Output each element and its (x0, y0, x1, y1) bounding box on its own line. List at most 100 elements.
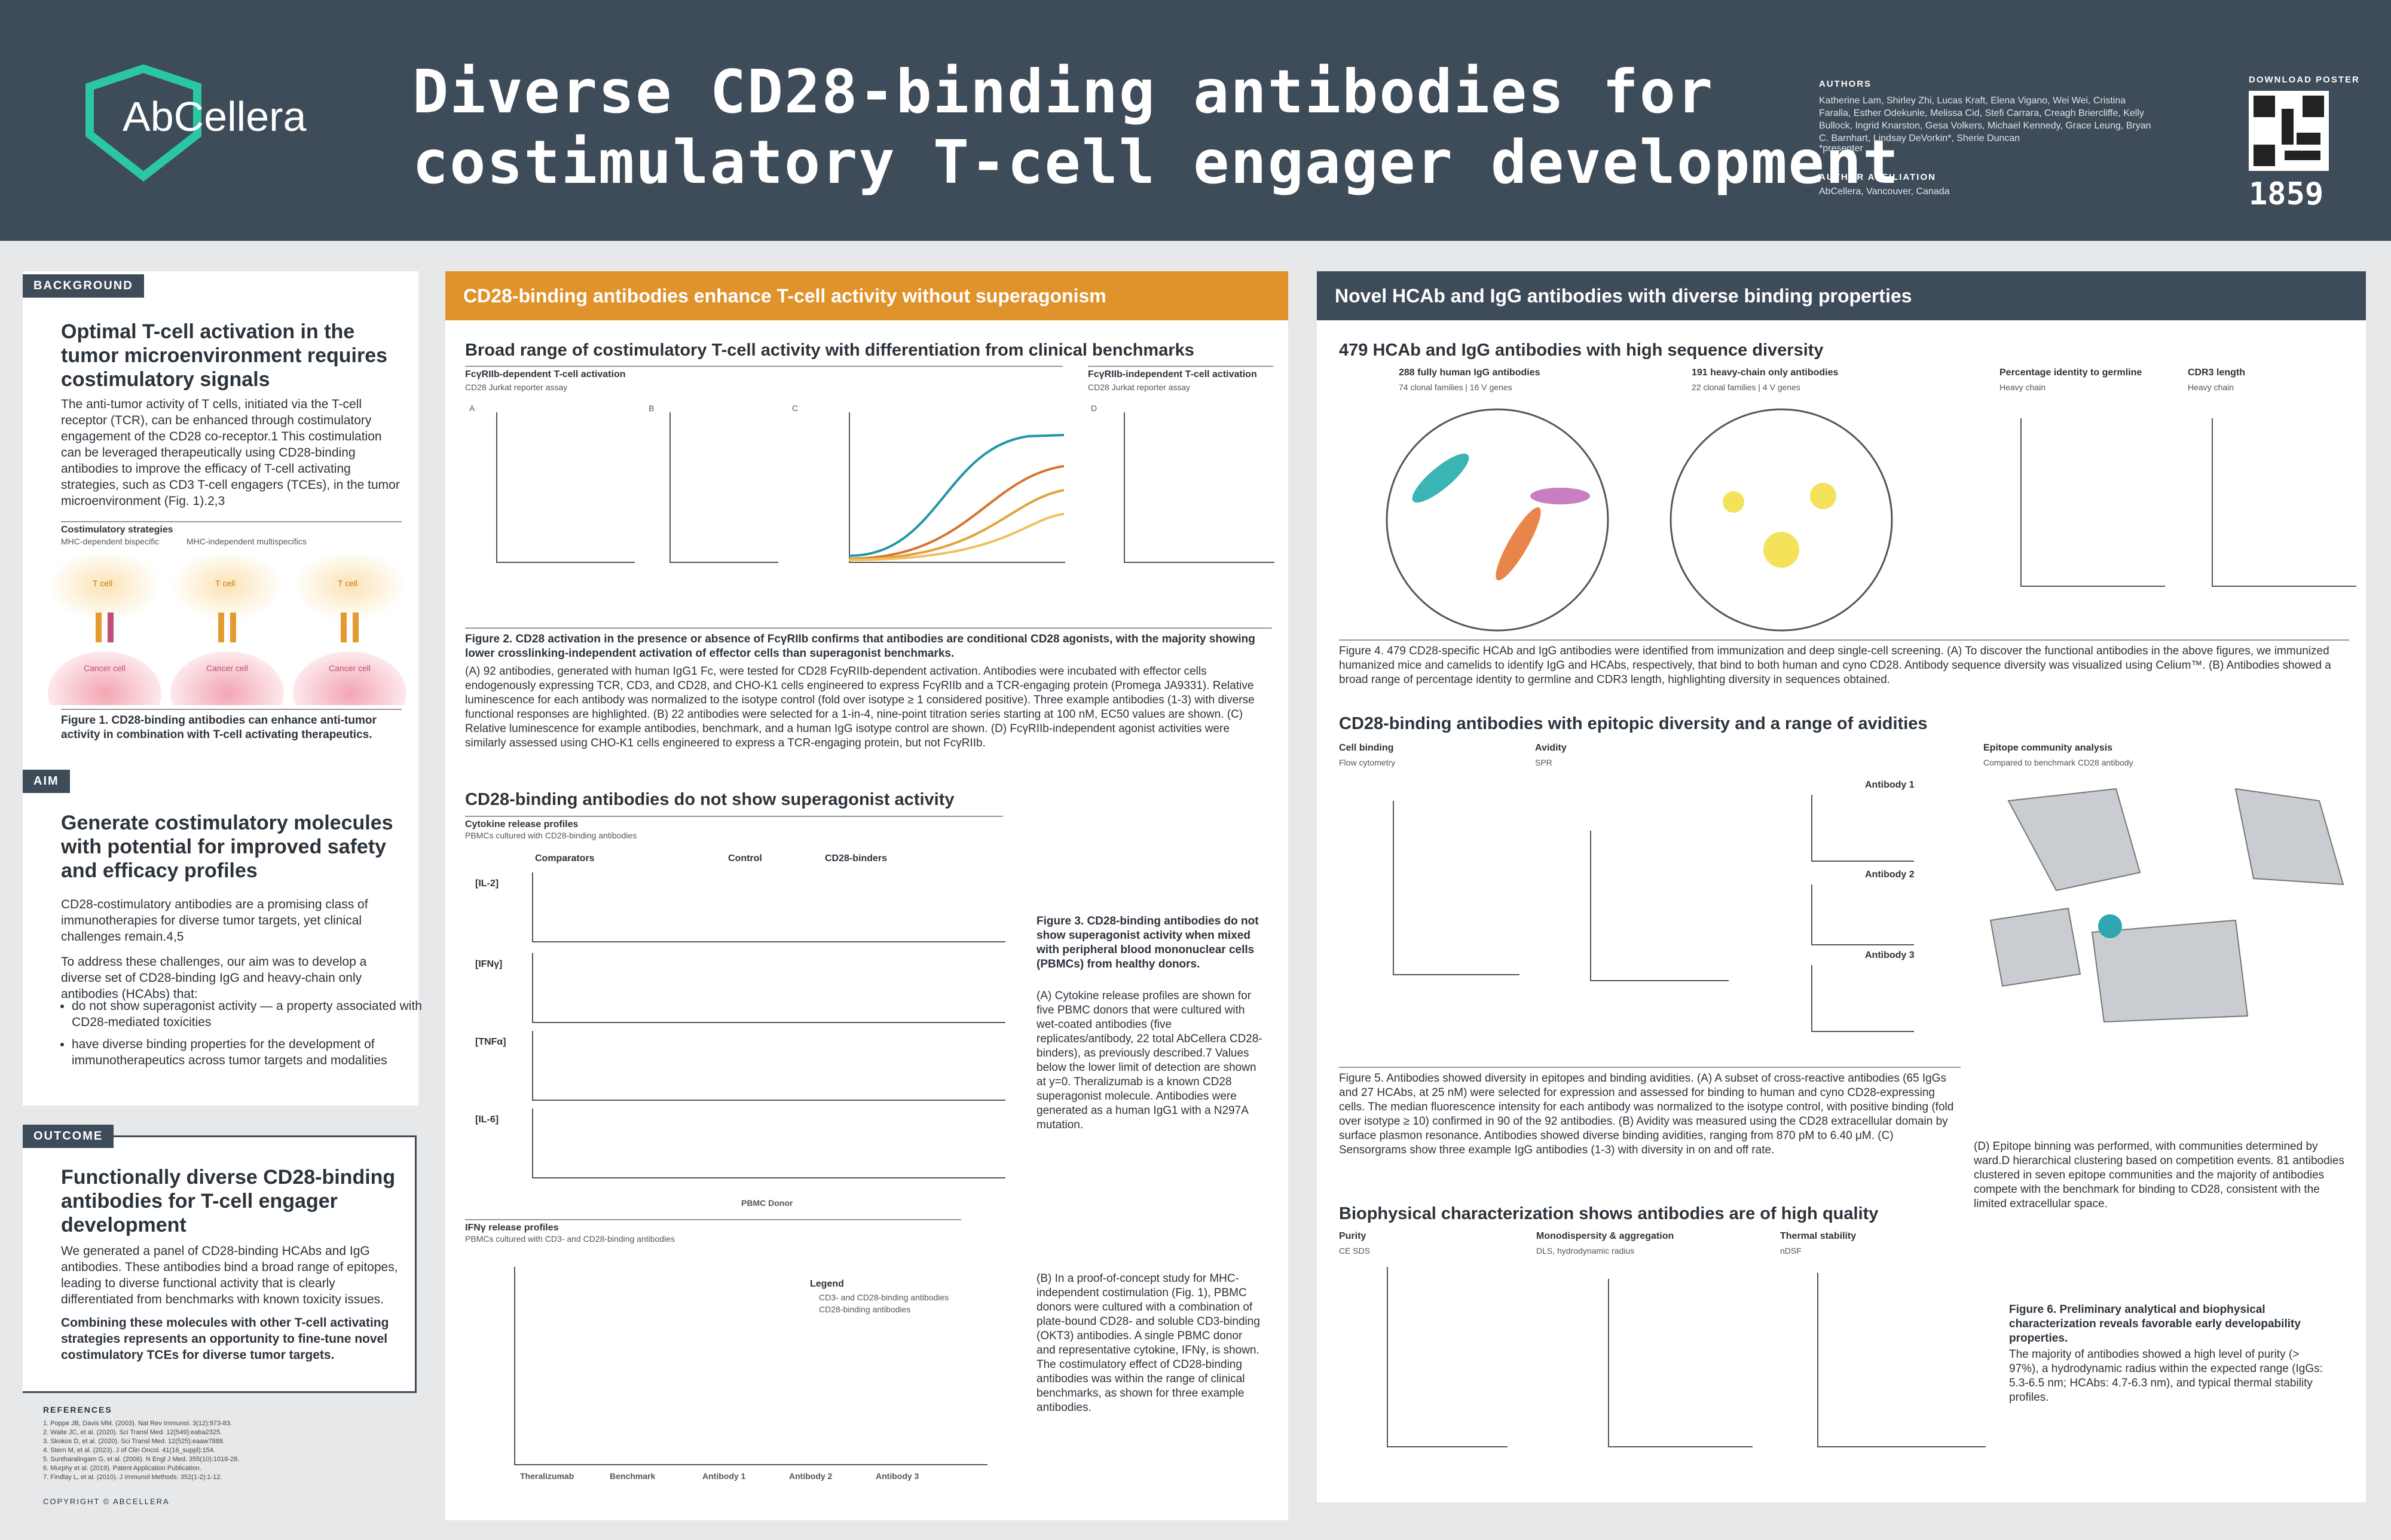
subheading: FcγRIIb-dependent T-cell activation (465, 366, 1063, 380)
poster-number: 1859 (2249, 176, 2324, 212)
shape (341, 613, 347, 642)
shape (1530, 488, 1590, 504)
heading: Generate costimulatory molecules with po… (61, 812, 393, 882)
label: PBMCs cultured with CD28-binding antibod… (465, 831, 637, 840)
plot-area (1811, 965, 1914, 1032)
figure-caption: (B) In a proof-of-concept study for MHC-… (1036, 1272, 1260, 1414)
shape (48, 556, 161, 621)
subheading: Cell binding (1339, 743, 1394, 753)
shape (2091, 919, 2249, 1023)
copyright: COPYRIGHT © ABCELLERA (43, 1497, 170, 1506)
label: nDSF (1780, 1246, 1802, 1256)
bullet: have diverse binding properties for the … (72, 1036, 424, 1068)
bullet: do not show superagonist activity — a pr… (72, 998, 424, 1030)
strategy-illustration (48, 556, 406, 705)
label: MHC-independent multispecifics (186, 537, 307, 546)
diversity-illustration (1386, 408, 1893, 632)
paragraph: The anti-tumor activity of T cells, init… (61, 397, 400, 508)
cytokine-label: [TNFα] (475, 1037, 506, 1047)
panel-letter: B (649, 403, 655, 413)
shape (2282, 109, 2294, 145)
plot-area (532, 953, 1005, 1023)
cell-label: Cancer cell (329, 663, 371, 673)
shape (2303, 96, 2324, 117)
cytokine-label: [IL-6] (475, 1115, 499, 1125)
panel-letter: C (792, 403, 799, 413)
bullet-list: do not show superagonist activity — a pr… (48, 998, 424, 1068)
shape (1412, 454, 1469, 503)
panel-letter: A (469, 403, 475, 413)
figure-caption: (A) 92 antibodies, generated with human … (465, 665, 1255, 749)
shape (2007, 788, 2141, 892)
shape (218, 613, 224, 642)
shape (170, 556, 284, 621)
label: CD28 Jurkat reporter assay (1088, 382, 1191, 392)
figure-caption: Figure 3. CD28-binding antibodies do not… (1036, 915, 1259, 970)
shape (849, 513, 1064, 561)
shape (85, 64, 201, 182)
shape (2234, 788, 2344, 886)
reference: 6. Murphy et al. (2019). Patent Applicat… (43, 1465, 201, 1472)
sensor-title: Antibody 3 (1865, 950, 1915, 960)
shape (849, 434, 1064, 557)
label: 74 clonal families | 16 V genes (1399, 382, 1512, 392)
shape (2098, 914, 2122, 938)
section-tag: OUTCOME (23, 1125, 114, 1148)
section-tag: BACKGROUND (23, 274, 144, 298)
reference: 2. Waite JC, et al. (2020). Sci Transl M… (43, 1429, 222, 1436)
label: PBMCs cultured with CD3- and CD28-bindin… (465, 1234, 675, 1244)
subheading: Purity (1339, 1231, 1366, 1241)
qr-code[interactable] (2249, 91, 2329, 171)
subheading: FcγRIIb-independent T-cell activation (1088, 366, 1273, 380)
heading: Optimal T-cell activation in the tumor m… (61, 320, 388, 391)
legend-title: Legend (810, 1279, 844, 1289)
figure-caption: The majority of antibodies showed a high… (2009, 1348, 2323, 1404)
reference: 3. Skokos D, et al. (2020). Sci Transl M… (43, 1438, 225, 1445)
label: AUTHORS (1819, 79, 1872, 89)
section-heading: CD28-binding antibodies do not show supe… (465, 790, 955, 809)
label: Flow cytometry (1339, 758, 1396, 767)
subheading: IFNγ release profiles (465, 1219, 961, 1233)
label: DOWNLOAD POSTER (2249, 75, 2360, 85)
plot-area (1608, 1279, 1753, 1447)
category-label: Theralizumab (520, 1471, 574, 1481)
shape (48, 651, 161, 705)
axis-label: PBMC Donor (741, 1198, 793, 1208)
label: MHC-dependent bispecific (61, 537, 160, 546)
group-label: Comparators (535, 853, 595, 864)
shape (48, 556, 406, 705)
paragraph: We generated a panel of CD28-binding HCA… (61, 1244, 398, 1306)
category-label: Antibody 1 (702, 1471, 746, 1481)
label: REFERENCES (43, 1405, 112, 1415)
figure-caption: Figure 4. 479 CD28-specific HCAb and IgG… (1339, 639, 2349, 687)
subheading: Percentage identity to germline (1999, 368, 2142, 378)
shape (1496, 507, 1541, 581)
shape (1763, 532, 1799, 568)
shape (293, 556, 406, 621)
subheading: CDR3 length (2188, 368, 2245, 378)
category-label: Benchmark (610, 1471, 656, 1481)
plot-area (2212, 418, 2356, 587)
plot-area (2020, 418, 2165, 587)
authors: Katherine Lam, Shirley Zhi, Lucas Kraft,… (1819, 96, 2151, 143)
figure-caption: (A) Cytokine release profiles are shown … (1036, 990, 1262, 1131)
references: 1. Poppe JB, Davis MM. (2003). Nat Rev I… (43, 1419, 239, 1482)
plot-area (532, 1109, 1005, 1178)
subheading: Epitope community analysis (1983, 743, 2113, 753)
figure-caption: Figure 1. CD28-binding antibodies can en… (61, 709, 402, 742)
subheading: 191 heavy-chain only antibodies (1692, 368, 1839, 378)
figure-caption: Figure 5. Antibodies showed diversity in… (1339, 1067, 1961, 1158)
plot-area (1811, 795, 1914, 862)
heading: Functionally diverse CD28-binding antibo… (61, 1166, 396, 1236)
figure-caption: Figure 6. Preliminary analytical and bio… (2009, 1303, 2301, 1345)
shape (2297, 133, 2320, 145)
subheading: Avidity (1535, 743, 1567, 753)
plot-area (1811, 884, 1914, 945)
plot-area (532, 1031, 1005, 1101)
shape (1386, 408, 1609, 632)
label: CD28 Jurkat reporter assay (465, 382, 568, 392)
cytokine-label: [IL-2] (475, 878, 499, 889)
label: SPR (1535, 758, 1552, 767)
plot-area (496, 412, 635, 563)
